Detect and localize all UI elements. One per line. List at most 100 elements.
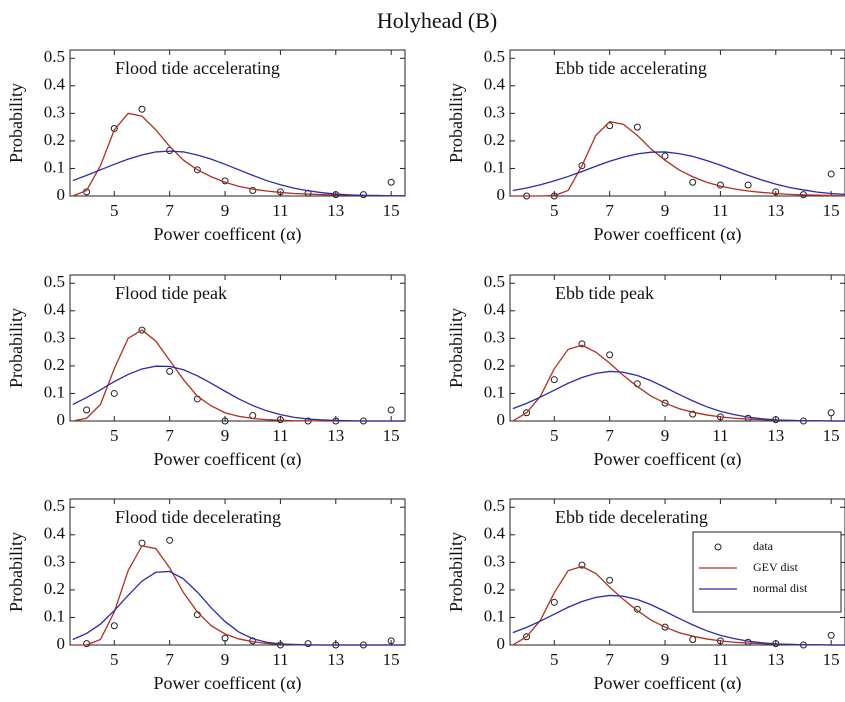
y-tick-label: 0.4 [44,75,66,94]
y-axis-label: Probability [446,532,466,612]
curve [72,329,405,422]
x-axis-label: Power coefficent (α) [593,224,741,245]
curve [512,151,845,195]
x-tick-label: 5 [550,650,559,669]
y-tick-label: 0.2 [484,579,505,598]
y-tick-label: 0.1 [484,382,505,401]
x-tick-label: 13 [767,650,784,669]
x-tick-label: 7 [165,201,174,220]
y-tick-label: 0.1 [44,382,65,401]
x-axis-label: Power coefficent (α) [153,449,301,470]
y-tick-label: 0.2 [44,130,65,149]
y-tick-label: 0 [57,634,66,653]
data-point [606,576,614,584]
plot-frame [509,49,845,197]
x-tick-label: 13 [327,201,344,220]
data-point [550,598,558,606]
data-point [166,367,174,375]
legend-marker [714,543,722,551]
curve [512,370,845,422]
x-tick-label: 9 [221,426,230,445]
y-axis-label: Probability [446,83,466,163]
plot-frame [509,498,845,646]
x-tick-label: 7 [165,650,174,669]
data-point [578,340,586,348]
data-point [304,640,312,648]
data-point [606,351,614,359]
y-tick-label: 0.5 [44,496,65,515]
data-point [606,122,614,130]
x-axis-label: Power coefficent (α) [153,224,301,245]
panel-title: Flood tide accelerating [115,58,280,78]
y-tick-label: 0.3 [484,327,505,346]
y-tick-label: 0.4 [484,300,506,319]
y-axis-label: Probability [446,308,466,388]
y-tick-label: 0 [57,410,66,429]
data-point [661,152,669,160]
y-tick-label: 0.4 [484,524,506,543]
data-point [689,635,697,643]
plot-frame [509,274,845,422]
data-point [633,123,641,131]
y-tick-label: 0.5 [484,496,505,515]
data-point [550,376,558,384]
x-tick-label: 5 [550,426,559,445]
data-point [387,406,395,414]
legend-box [692,531,842,613]
x-tick-label: 9 [221,201,230,220]
y-tick-label: 0.2 [44,579,65,598]
data-point [193,166,201,174]
x-tick-label: 11 [712,426,728,445]
x-tick-label: 5 [110,650,119,669]
panel: 0 0.1 0.2 0.3 0.4 0.5 5 7 9 11 13 15 Power coefficen… [446,496,845,694]
y-tick-label: 0.5 [44,272,65,291]
x-tick-label: 11 [272,426,288,445]
plot-frame [69,274,406,422]
y-tick-label: 0.1 [484,157,505,176]
x-tick-label: 11 [712,201,728,220]
y-tick-label: 0.3 [484,102,505,121]
x-axis-label: Power coefficent (α) [593,673,741,694]
x-tick-label: 15 [823,650,840,669]
x-tick-label: 11 [712,650,728,669]
x-tick-label: 7 [165,426,174,445]
panel: 0 0.1 0.2 0.3 0.4 0.5 5 7 9 11 13 15 Power coefficen… [6,47,406,245]
curve [72,570,405,646]
y-tick-label: 0.1 [44,606,65,625]
x-tick-label: 5 [110,201,119,220]
data-point [633,605,641,613]
y-tick-label: 0 [57,185,66,204]
x-tick-label: 13 [767,426,784,445]
y-axis-label: Probability [6,83,26,163]
y-tick-label: 0.5 [484,47,505,66]
curve [512,344,845,422]
y-tick-label: 0.4 [484,75,506,94]
y-tick-label: 0.1 [484,606,505,625]
y-tick-label: 0.3 [44,327,65,346]
data-point [276,641,284,649]
x-tick-label: 11 [272,650,288,669]
curve [512,594,845,646]
data-point [827,409,835,417]
panel-title: Flood tide peak [115,283,227,303]
x-tick-label: 9 [221,650,230,669]
y-tick-label: 0.3 [44,102,65,121]
x-tick-label: 13 [327,426,344,445]
data-point [110,389,118,397]
panel: 0 0.1 0.2 0.3 0.4 0.5 5 7 9 11 13 15 Power coefficen… [6,496,406,694]
data-point [138,105,146,113]
data-point [138,326,146,334]
data-point [359,191,367,199]
x-tick-label: 9 [661,201,670,220]
x-tick-label: 5 [550,201,559,220]
y-axis-label: Probability [6,308,26,388]
legend-label: GEV dist [753,560,798,574]
data-point [689,178,697,186]
x-tick-label: 15 [823,201,840,220]
data-point [772,188,780,196]
y-tick-label: 0 [497,634,506,653]
data-point [744,181,752,189]
figure-title: Holyhead (B) [377,8,497,33]
data-point [578,561,586,569]
y-axis-label: Probability [6,532,26,612]
